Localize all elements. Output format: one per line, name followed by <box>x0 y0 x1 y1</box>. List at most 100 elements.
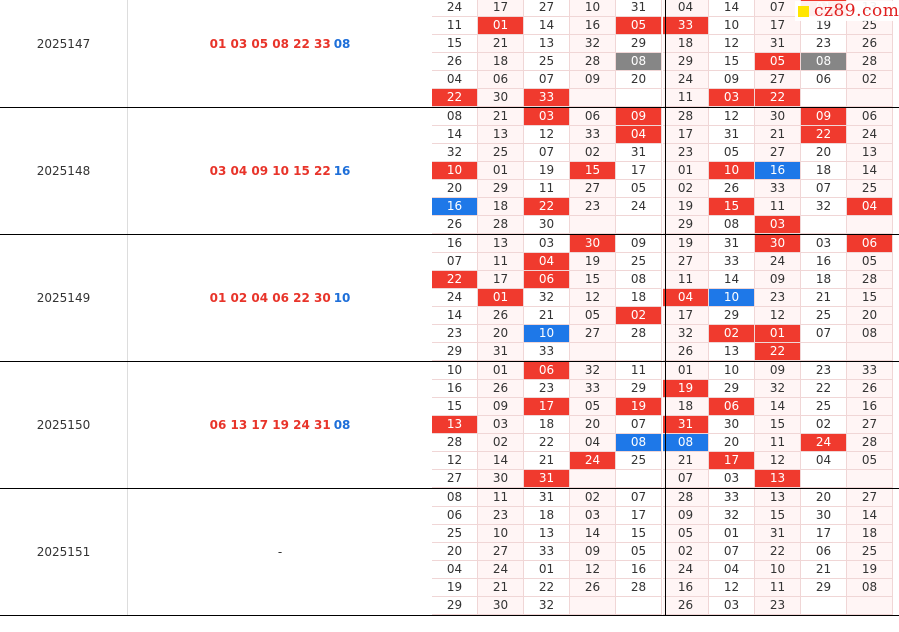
number-cell: 22 <box>432 89 478 107</box>
number-cell: 26 <box>478 307 524 325</box>
number-cell: 19 <box>663 198 709 216</box>
number-cell: 22 <box>432 271 478 289</box>
period-row: 2025151-08 11 31 02 07 28 33 13 20 27 06 23 18 03 17 09… <box>0 489 899 616</box>
number-cell: 28 <box>478 216 524 234</box>
number-cell: 10 <box>432 162 478 180</box>
number-cell: 02 <box>570 489 616 507</box>
number-cell: 13 <box>524 35 570 53</box>
number-cell: 01 <box>478 162 524 180</box>
period-row: 2025148 03 04 09 10 15 22 16 08 21 03 06 09 28 12… <box>0 108 899 235</box>
number-cell: 03 <box>524 235 570 253</box>
number-cell <box>847 470 893 488</box>
draw-result: 03 04 09 10 15 22 16 <box>128 108 433 234</box>
number-cell: 32 <box>709 507 755 525</box>
number-cell: 13 <box>432 416 478 434</box>
number-cell: 29 <box>432 343 478 361</box>
number-cell: 21 <box>663 452 709 470</box>
number-cell: 31 <box>663 416 709 434</box>
site-logo[interactable]: cz89.com <box>795 1 899 21</box>
number-cell: 14 <box>709 0 755 17</box>
number-cell: 30 <box>478 597 524 615</box>
issue-number: 2025151 <box>0 489 128 615</box>
grid-divider <box>665 0 666 107</box>
number-cell: 31 <box>616 0 662 17</box>
number-grid: 08 11 31 02 07 28 33 13 20 27 06 23 18 03 17 09 32 15 30 14… <box>432 489 899 615</box>
number-cell: 12 <box>709 35 755 53</box>
number-cell: 15 <box>570 271 616 289</box>
number-cell: 08 <box>432 489 478 507</box>
number-cell: 27 <box>524 0 570 17</box>
number-cell: 07 <box>616 416 662 434</box>
number-cell: 04 <box>801 452 847 470</box>
number-cell: 26 <box>663 343 709 361</box>
number-cell: 29 <box>616 380 662 398</box>
number-cell: 10 <box>709 17 755 35</box>
number-cell: 01 <box>478 362 524 380</box>
number-cell: 25 <box>847 17 893 35</box>
number-cell: 06 <box>709 398 755 416</box>
number-cell: 20 <box>847 307 893 325</box>
number-cell: 09 <box>755 271 801 289</box>
number-cell: 26 <box>847 35 893 53</box>
number-cell: 06 <box>801 71 847 89</box>
number-cell: 32 <box>524 597 570 615</box>
number-cell: 07 <box>524 144 570 162</box>
number-cell: 22 <box>755 343 801 361</box>
number-cell: 12 <box>432 452 478 470</box>
number-cell: 31 <box>616 144 662 162</box>
number-cell: 01 <box>755 325 801 343</box>
number-cell: 19 <box>432 579 478 597</box>
number-cell: 26 <box>570 579 616 597</box>
number-cell: 06 <box>801 543 847 561</box>
number-cell: 17 <box>478 271 524 289</box>
number-cell: 21 <box>801 289 847 307</box>
number-grid: 08 21 03 06 09 28 12 30 09 06 14 13 12 33 04 17 31 21 22 24… <box>432 108 899 234</box>
number-cell: 08 <box>616 53 662 71</box>
number-cell: 20 <box>801 144 847 162</box>
number-cell <box>570 89 616 107</box>
number-cell: 12 <box>709 579 755 597</box>
number-cell: 33 <box>663 17 709 35</box>
number-cell <box>570 216 616 234</box>
number-grid: 0219120323201621011324172710310414070113… <box>432 0 899 107</box>
number-cell: 28 <box>432 434 478 452</box>
number-cell: 13 <box>478 235 524 253</box>
number-cell: 09 <box>570 71 616 89</box>
number-cell: 28 <box>570 53 616 71</box>
number-cell <box>847 89 893 107</box>
number-cell: 14 <box>432 307 478 325</box>
number-cell: 07 <box>616 489 662 507</box>
number-cell: 19 <box>801 17 847 35</box>
number-cell: 15 <box>847 289 893 307</box>
number-cell: 22 <box>755 89 801 107</box>
number-cell: 25 <box>478 144 524 162</box>
grid-divider <box>665 108 666 234</box>
number-cell: 11 <box>524 180 570 198</box>
number-cell: 28 <box>663 489 709 507</box>
number-cell: 02 <box>709 325 755 343</box>
number-cell: 23 <box>663 144 709 162</box>
number-cell: 22 <box>524 579 570 597</box>
number-cell <box>570 343 616 361</box>
number-cell: 09 <box>616 108 662 126</box>
number-cell: 16 <box>847 398 893 416</box>
number-cell: 17 <box>663 126 709 144</box>
number-cell: 25 <box>801 307 847 325</box>
number-cell: 15 <box>709 53 755 71</box>
number-cell: 24 <box>847 126 893 144</box>
number-cell: 05 <box>570 398 616 416</box>
number-cell: 12 <box>755 307 801 325</box>
number-cell: 31 <box>478 343 524 361</box>
number-cell: 16 <box>570 17 616 35</box>
number-cell: 05 <box>755 53 801 71</box>
number-cell: 11 <box>755 198 801 216</box>
number-cell: 10 <box>570 0 616 17</box>
number-cell: 06 <box>432 507 478 525</box>
number-cell: 11 <box>432 17 478 35</box>
number-cell: 09 <box>616 235 662 253</box>
grid-divider <box>665 362 666 488</box>
number-cell: 08 <box>847 579 893 597</box>
number-cell: 09 <box>570 543 616 561</box>
number-cell: 30 <box>570 235 616 253</box>
